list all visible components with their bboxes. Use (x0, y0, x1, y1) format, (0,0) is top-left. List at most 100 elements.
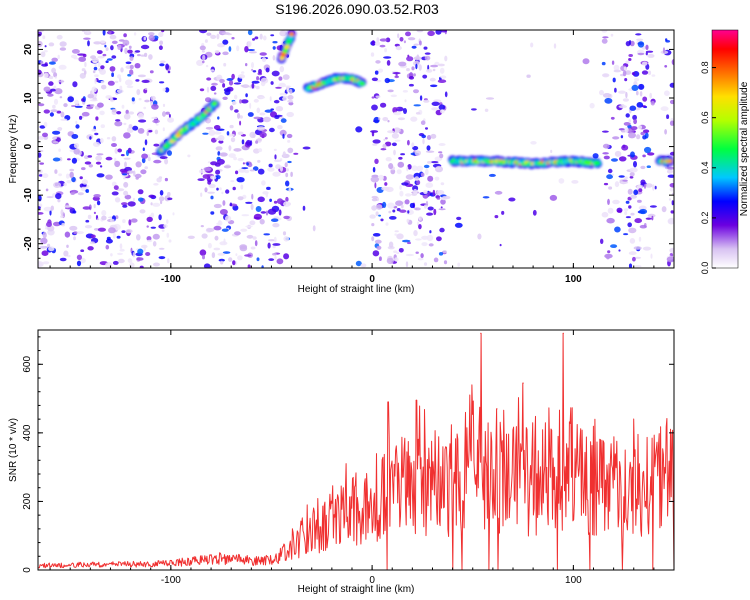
heatmap-cell (272, 243, 281, 246)
heatmap-cell (196, 59, 204, 66)
heatmap-cell (51, 67, 56, 74)
heatmap-cell (57, 198, 61, 203)
heatmap-cell (263, 35, 267, 41)
heatmap-cell (200, 192, 203, 197)
heatmap-cell (41, 63, 48, 67)
heatmap-cell (412, 146, 419, 151)
heatmap-cell (628, 227, 637, 234)
heatmap-cell (407, 139, 410, 146)
heatmap-cell (558, 178, 565, 184)
heatmap-cell (148, 32, 155, 36)
heatmap-cell (263, 233, 271, 236)
heatmap-cell (52, 137, 57, 140)
heatmap-cell (622, 179, 628, 182)
heatmap-cell (249, 169, 256, 172)
heatmap-cell (121, 104, 125, 109)
heatmap-cell (80, 249, 85, 252)
heatmap-cell (187, 235, 195, 239)
heatmap-cell (202, 174, 210, 179)
heatmap-cell (430, 161, 439, 164)
heatmap-cell (144, 99, 150, 103)
heatmap-cell (167, 192, 171, 197)
heatmap-cell (202, 60, 205, 64)
heatmap-cell (255, 140, 259, 144)
heatmap-cell (152, 119, 160, 124)
heatmap-cell (71, 134, 79, 139)
heatmap-cell (121, 202, 128, 206)
heatmap-cell (285, 167, 289, 172)
heatmap-cell (46, 221, 52, 227)
heatmap-cell (355, 260, 362, 267)
heatmap-cell (90, 55, 97, 60)
heatmap-cell (396, 169, 402, 175)
snr-peak (496, 408, 498, 410)
heatmap-cell (280, 118, 287, 123)
heatmap-cell (210, 161, 218, 166)
heatmap-cell (106, 137, 111, 140)
spectrogram-x-axis-label: Height of straight line (km) (298, 284, 415, 295)
heatmap-cell (259, 218, 265, 225)
heatmap-cell (426, 234, 434, 242)
ridge-core (212, 101, 218, 106)
heatmap-cell (48, 61, 56, 65)
heatmap-cell (123, 177, 127, 180)
heatmap-cell (388, 163, 394, 170)
heatmap-cell (394, 230, 399, 233)
heatmap-cell (285, 196, 289, 202)
heatmap-cell (73, 231, 78, 235)
heatmap-cell (162, 87, 166, 92)
heatmap-cell (283, 201, 291, 208)
heatmap-cell (411, 142, 415, 148)
heatmap-cell (624, 70, 632, 75)
heatmap-cell (624, 78, 628, 82)
heatmap-cell (159, 63, 165, 67)
heatmap-cell (602, 36, 609, 39)
heatmap-cell (440, 206, 443, 209)
heatmap-cell (91, 234, 96, 239)
heatmap-cell (233, 156, 238, 161)
heatmap-cell (158, 45, 163, 50)
heatmap-cell (247, 112, 254, 117)
heatmap-cell (251, 82, 255, 89)
heatmap-cell (231, 37, 235, 40)
heatmap-cell (141, 157, 146, 164)
heatmap-cell (427, 175, 434, 182)
heatmap-cell (639, 91, 643, 97)
heatmap-cell (60, 111, 65, 118)
heatmap-cell (114, 121, 123, 127)
heatmap-cell (611, 60, 615, 65)
heatmap-cell (407, 54, 410, 58)
heatmap-cell (45, 188, 49, 192)
heatmap-cell (256, 126, 266, 131)
heatmap-cell (420, 172, 425, 177)
heatmap-cell (444, 55, 448, 62)
heatmap-cell (87, 246, 94, 251)
heatmap-cell (602, 152, 609, 155)
heatmap-cell (374, 239, 382, 244)
heatmap-cell (108, 30, 112, 34)
heatmap-cell (96, 153, 104, 156)
heatmap-cell (63, 250, 69, 257)
heatmap-cell (666, 256, 674, 263)
heatmap-cell (376, 37, 380, 43)
heatmap-cell (205, 64, 209, 68)
heatmap-cell (633, 118, 637, 125)
heatmap-cell (439, 67, 445, 74)
heatmap-cell (669, 82, 674, 88)
heatmap-cell (67, 96, 74, 103)
heatmap-cell (423, 189, 428, 195)
heatmap-cell (612, 77, 616, 83)
figure-title: S196.2026.090.03.52.R03 (275, 1, 439, 17)
heatmap-cell (121, 230, 126, 234)
heatmap-cell (273, 159, 282, 162)
heatmap-cell (488, 173, 496, 177)
heatmap-cell (270, 34, 275, 37)
heatmap-cell (391, 142, 397, 147)
heatmap-cell (229, 202, 233, 207)
heatmap-cell (38, 245, 47, 250)
heatmap-cell (149, 70, 154, 74)
heatmap-cell (199, 30, 208, 34)
heatmap-cell (109, 218, 115, 223)
heatmap-cell (405, 193, 412, 197)
heatmap-cell (74, 99, 79, 105)
